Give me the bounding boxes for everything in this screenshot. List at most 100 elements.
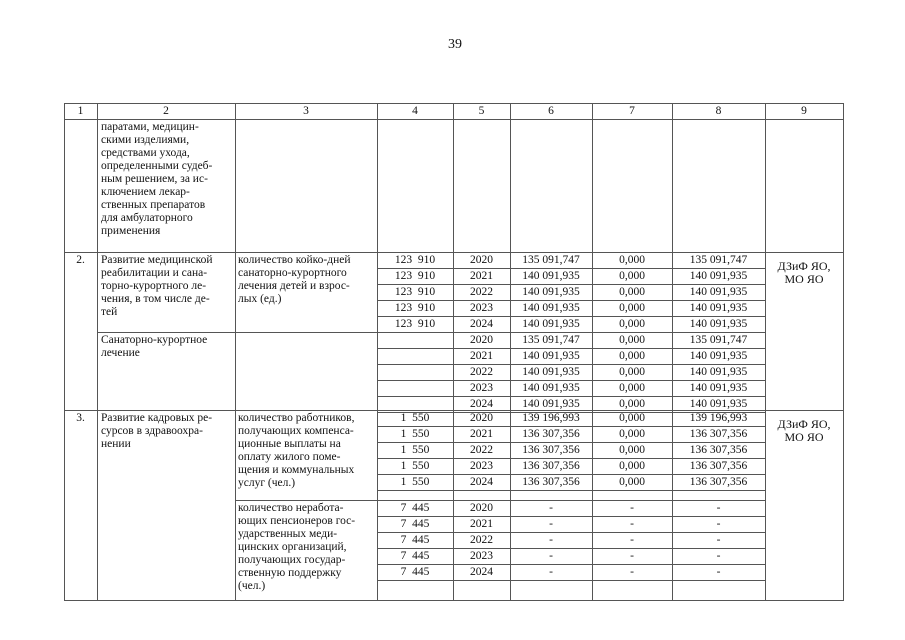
column-divider <box>765 103 766 600</box>
section-number: 3. <box>76 412 85 424</box>
cell-target: 7 445 <box>400 502 430 514</box>
row-divider <box>97 332 766 333</box>
cell-col7: 0,000 <box>619 254 645 266</box>
section-number: 2. <box>76 254 85 266</box>
row-divider <box>377 348 766 349</box>
row-divider <box>64 119 844 120</box>
subsection-name: Санаторно-курортное лечение <box>101 334 208 359</box>
continuation-name: паратами, медицин- скими изделиями, сред… <box>101 121 213 237</box>
cell-col8: 135 091,747 <box>689 254 748 266</box>
row-divider <box>64 252 844 253</box>
cell-col8: - <box>716 534 721 546</box>
row-divider <box>377 490 766 491</box>
row-divider <box>377 516 766 517</box>
cell-col8: 140 091,935 <box>689 270 748 282</box>
section-name: Развитие медицинской реабилитации и сана… <box>101 254 213 318</box>
column-divider <box>64 103 65 600</box>
cell-year: 2020 <box>470 502 493 514</box>
cell-col8: 136 307,356 <box>689 476 748 488</box>
row-divider <box>235 500 766 501</box>
cell-col8: 136 307,356 <box>689 428 748 440</box>
cell-year: 2022 <box>470 286 493 298</box>
cell-col7: - <box>630 502 634 514</box>
cell-year: 2020 <box>470 334 493 346</box>
section-name: Развитие кадровых ре- сурсов в здравоохр… <box>101 412 213 450</box>
cell-col7: - <box>630 566 634 578</box>
row-divider <box>377 268 766 269</box>
cell-target: 123 910 <box>394 318 436 330</box>
indicator: количество неработа- ющих пенсионеров го… <box>238 502 356 592</box>
row-divider <box>64 103 844 104</box>
row-divider <box>377 580 766 581</box>
cell-col8: 140 091,935 <box>689 318 748 330</box>
row-divider <box>377 364 766 365</box>
cell-col7: 0,000 <box>619 382 645 394</box>
cell-col8: - <box>716 550 721 562</box>
row-divider <box>64 410 844 411</box>
column-header-9: 9 <box>801 105 807 117</box>
column-header-7: 7 <box>629 105 635 117</box>
row-divider <box>377 396 766 397</box>
cell-col7: - <box>630 550 634 562</box>
row-divider <box>377 458 766 459</box>
cell-year: 2022 <box>470 444 493 456</box>
cell-total: 135 091,747 <box>522 334 580 346</box>
cell-total: - <box>549 550 553 562</box>
column-header-1: 1 <box>77 105 84 117</box>
cell-col7: 0,000 <box>619 334 645 346</box>
page-number: 39 <box>448 37 462 52</box>
column-divider <box>453 103 454 600</box>
column-header-4: 4 <box>412 105 418 117</box>
cell-target: 1 550 <box>400 476 430 488</box>
row-divider <box>377 412 766 413</box>
row-divider <box>377 426 766 427</box>
cell-total: 140 091,935 <box>522 382 580 394</box>
row-divider <box>377 380 766 381</box>
cell-year: 2023 <box>470 382 493 394</box>
row-divider <box>377 316 766 317</box>
cell-year: 2023 <box>470 550 493 562</box>
cell-col7: 0,000 <box>619 398 645 410</box>
cell-col8: 140 091,935 <box>689 302 748 314</box>
cell-col8: 139 196,993 <box>689 412 748 424</box>
column-divider <box>377 103 378 600</box>
cell-year: 2023 <box>470 302 493 314</box>
cell-target: 7 445 <box>400 534 430 546</box>
cell-target: 123 910 <box>394 302 436 314</box>
cell-col7: 0,000 <box>619 460 645 472</box>
cell-total: 135 091,747 <box>522 254 580 266</box>
cell-col8: - <box>716 502 721 514</box>
cell-total: 140 091,935 <box>522 286 580 298</box>
cell-col8: 140 091,935 <box>689 382 748 394</box>
cell-total: 139 196,993 <box>522 412 580 424</box>
column-header-3: 3 <box>303 105 309 117</box>
cell-target: 7 445 <box>400 566 430 578</box>
cell-year: 2020 <box>470 412 493 424</box>
cell-year: 2024 <box>470 566 493 578</box>
cell-col7: 0,000 <box>619 476 645 488</box>
cell-total: 140 091,935 <box>522 398 580 410</box>
row-divider <box>377 442 766 443</box>
cell-year: 2021 <box>470 270 493 282</box>
cell-col7: 0,000 <box>619 366 645 378</box>
cell-col8: 140 091,935 <box>689 286 748 298</box>
column-divider <box>843 103 844 600</box>
column-header-6: 6 <box>548 105 554 117</box>
cell-col7: 0,000 <box>619 444 645 456</box>
indicator: количество работников, получающих компен… <box>238 412 355 489</box>
cell-col8: - <box>716 518 721 530</box>
cell-target: 1 550 <box>400 444 430 456</box>
row-divider <box>377 284 766 285</box>
row-divider <box>377 300 766 301</box>
cell-col7: 0,000 <box>619 286 645 298</box>
cell-col7: - <box>630 518 634 530</box>
column-header-2: 2 <box>163 105 169 117</box>
executor: ДЗиФ ЯО, МО ЯО <box>777 259 831 286</box>
cell-year: 2024 <box>470 476 493 488</box>
cell-col8: - <box>716 566 721 578</box>
column-header-5: 5 <box>478 105 485 117</box>
cell-year: 2023 <box>470 460 493 472</box>
cell-col7: 0,000 <box>619 350 645 362</box>
